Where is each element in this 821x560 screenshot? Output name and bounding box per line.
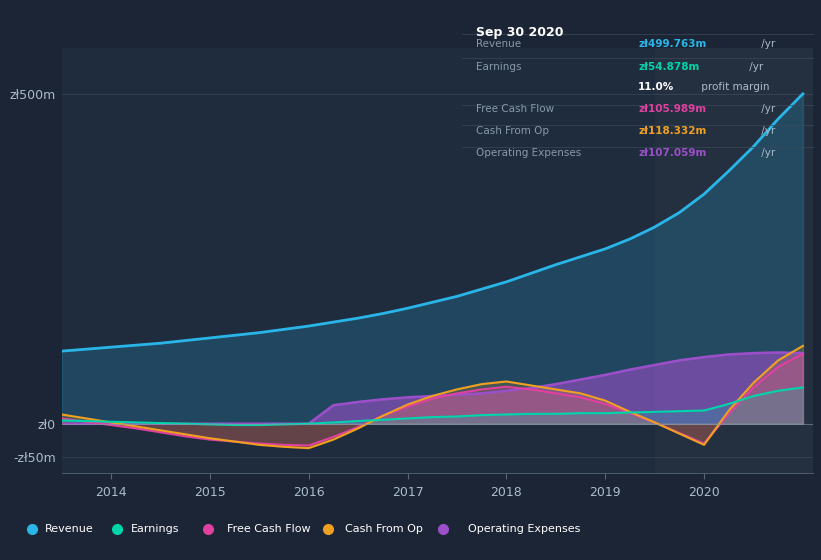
Text: Operating Expenses: Operating Expenses xyxy=(468,524,580,534)
Text: zł107.059m: zł107.059m xyxy=(638,148,706,157)
Text: Free Cash Flow: Free Cash Flow xyxy=(476,104,554,114)
Text: Sep 30 2020: Sep 30 2020 xyxy=(476,26,563,39)
Text: /yr: /yr xyxy=(758,39,775,49)
Text: Free Cash Flow: Free Cash Flow xyxy=(227,524,310,534)
Text: Cash From Op: Cash From Op xyxy=(476,126,549,136)
Text: Cash From Op: Cash From Op xyxy=(345,524,423,534)
Text: Revenue: Revenue xyxy=(45,524,94,534)
Text: zł54.878m: zł54.878m xyxy=(638,62,699,72)
Text: zł499.763m: zł499.763m xyxy=(638,39,706,49)
Text: Revenue: Revenue xyxy=(476,39,521,49)
Text: /yr: /yr xyxy=(758,148,775,157)
Text: /yr: /yr xyxy=(758,104,775,114)
Bar xyxy=(654,48,821,473)
Text: 11.0%: 11.0% xyxy=(638,82,674,92)
Text: /yr: /yr xyxy=(745,62,763,72)
Text: zł105.989m: zł105.989m xyxy=(638,104,706,114)
Text: Operating Expenses: Operating Expenses xyxy=(476,148,581,157)
Text: zł118.332m: zł118.332m xyxy=(638,126,706,136)
Text: /yr: /yr xyxy=(758,126,775,136)
Text: profit margin: profit margin xyxy=(698,82,769,92)
Text: Earnings: Earnings xyxy=(476,62,521,72)
Text: Earnings: Earnings xyxy=(131,524,179,534)
